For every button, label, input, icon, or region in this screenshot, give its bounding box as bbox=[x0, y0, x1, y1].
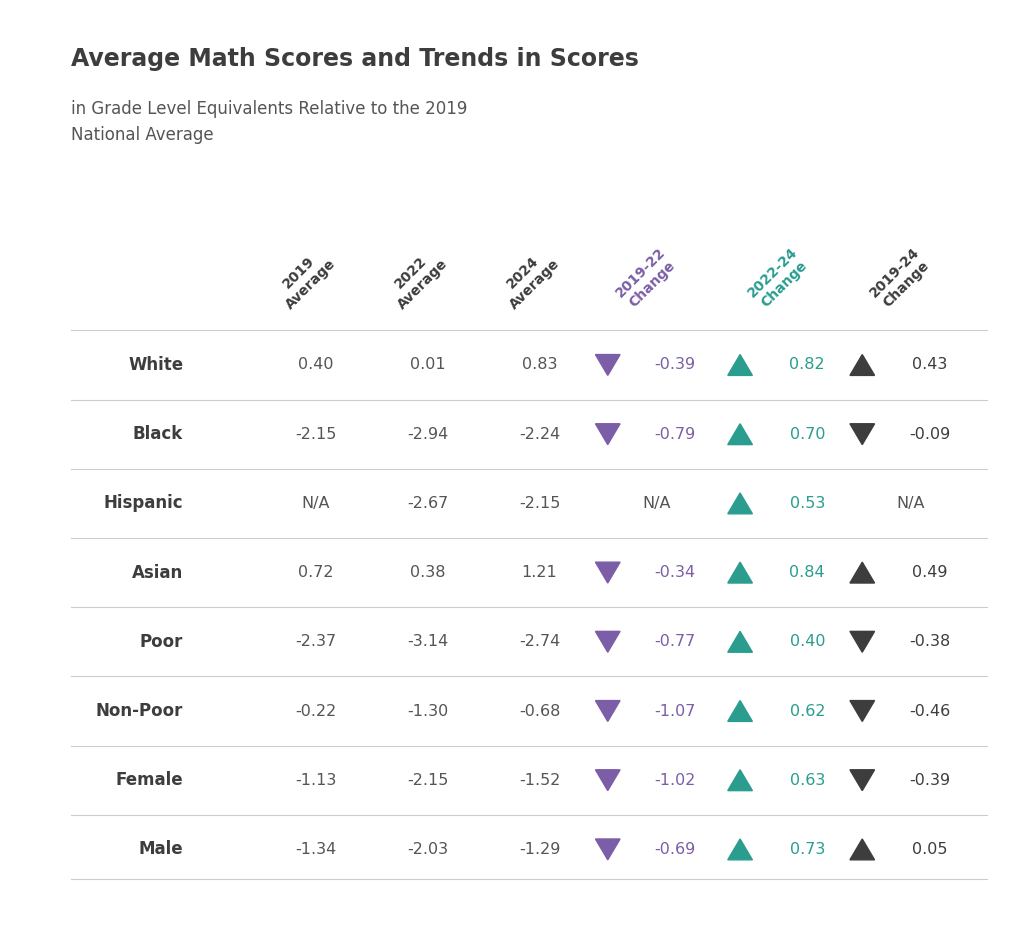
Polygon shape bbox=[728, 631, 752, 652]
Text: -2.24: -2.24 bbox=[519, 427, 560, 442]
Polygon shape bbox=[728, 770, 752, 791]
Text: White: White bbox=[128, 356, 183, 374]
Text: 0.38: 0.38 bbox=[410, 565, 445, 580]
Polygon shape bbox=[596, 631, 620, 652]
Text: Female: Female bbox=[116, 772, 183, 789]
Text: -1.34: -1.34 bbox=[295, 842, 336, 857]
Polygon shape bbox=[850, 631, 874, 652]
Polygon shape bbox=[850, 701, 874, 721]
Text: -1.13: -1.13 bbox=[295, 773, 336, 788]
Text: -1.52: -1.52 bbox=[519, 773, 560, 788]
Text: -0.38: -0.38 bbox=[909, 634, 950, 649]
Text: -1.30: -1.30 bbox=[407, 703, 448, 719]
Text: -1.02: -1.02 bbox=[655, 773, 695, 788]
Polygon shape bbox=[850, 424, 874, 445]
Text: 2022
Average: 2022 Average bbox=[384, 245, 450, 312]
Text: Non-Poor: Non-Poor bbox=[96, 702, 183, 720]
Text: 2019
Average: 2019 Average bbox=[272, 245, 338, 312]
Text: 0.05: 0.05 bbox=[912, 842, 947, 857]
Text: -0.46: -0.46 bbox=[909, 703, 950, 719]
Text: -0.68: -0.68 bbox=[519, 703, 560, 719]
Text: -2.94: -2.94 bbox=[407, 427, 448, 442]
Polygon shape bbox=[596, 562, 620, 583]
Text: 0.83: 0.83 bbox=[522, 357, 557, 373]
Text: 0.72: 0.72 bbox=[298, 565, 333, 580]
Text: 0.73: 0.73 bbox=[790, 842, 825, 857]
Polygon shape bbox=[728, 493, 752, 514]
Text: -1.07: -1.07 bbox=[655, 703, 695, 719]
Polygon shape bbox=[728, 424, 752, 445]
Text: 0.01: 0.01 bbox=[410, 357, 445, 373]
Polygon shape bbox=[728, 839, 752, 860]
Text: -3.14: -3.14 bbox=[407, 634, 448, 649]
Text: Black: Black bbox=[133, 426, 183, 443]
Text: -2.15: -2.15 bbox=[295, 427, 336, 442]
Text: N/A: N/A bbox=[301, 496, 330, 511]
Polygon shape bbox=[728, 355, 752, 375]
Polygon shape bbox=[850, 355, 874, 375]
Polygon shape bbox=[728, 701, 752, 721]
Text: -0.69: -0.69 bbox=[655, 842, 695, 857]
Text: 0.62: 0.62 bbox=[790, 703, 825, 719]
Text: 0.53: 0.53 bbox=[790, 496, 825, 511]
Polygon shape bbox=[728, 562, 752, 583]
Text: 0.63: 0.63 bbox=[790, 773, 825, 788]
Text: -2.03: -2.03 bbox=[407, 842, 448, 857]
Text: 2019-24
Change: 2019-24 Change bbox=[867, 246, 934, 312]
Text: -1.29: -1.29 bbox=[519, 842, 560, 857]
Polygon shape bbox=[596, 770, 620, 791]
Polygon shape bbox=[596, 355, 620, 375]
Polygon shape bbox=[850, 770, 874, 791]
Text: 0.43: 0.43 bbox=[912, 357, 947, 373]
Text: N/A: N/A bbox=[642, 496, 671, 511]
Text: -0.77: -0.77 bbox=[655, 634, 695, 649]
Polygon shape bbox=[596, 424, 620, 445]
Text: Poor: Poor bbox=[139, 633, 183, 650]
Text: 0.84: 0.84 bbox=[790, 565, 825, 580]
Text: -0.39: -0.39 bbox=[909, 773, 950, 788]
Text: Hispanic: Hispanic bbox=[104, 495, 183, 512]
Text: -0.34: -0.34 bbox=[655, 565, 695, 580]
Text: 0.40: 0.40 bbox=[298, 357, 333, 373]
Text: -2.74: -2.74 bbox=[519, 634, 560, 649]
Text: Asian: Asian bbox=[132, 564, 183, 581]
Text: N/A: N/A bbox=[897, 496, 925, 511]
Text: 2024
Average: 2024 Average bbox=[496, 245, 562, 312]
Text: Average Math Scores and Trends in Scores: Average Math Scores and Trends in Scores bbox=[71, 47, 639, 71]
Text: 2022-24
Change: 2022-24 Change bbox=[745, 246, 811, 312]
Polygon shape bbox=[850, 562, 874, 583]
Text: 1.21: 1.21 bbox=[521, 565, 558, 580]
Polygon shape bbox=[596, 839, 620, 860]
Text: -0.79: -0.79 bbox=[655, 427, 695, 442]
Text: -2.37: -2.37 bbox=[295, 634, 336, 649]
Text: -2.67: -2.67 bbox=[407, 496, 448, 511]
Text: 0.82: 0.82 bbox=[790, 357, 825, 373]
Text: -0.22: -0.22 bbox=[295, 703, 336, 719]
Text: 2019-22
Change: 2019-22 Change bbox=[613, 246, 679, 312]
Text: Male: Male bbox=[138, 841, 183, 858]
Polygon shape bbox=[850, 839, 874, 860]
Text: 0.49: 0.49 bbox=[912, 565, 947, 580]
Text: in Grade Level Equivalents Relative to the 2019
National Average: in Grade Level Equivalents Relative to t… bbox=[71, 100, 467, 144]
Text: 0.70: 0.70 bbox=[790, 427, 825, 442]
Polygon shape bbox=[596, 701, 620, 721]
Text: -0.39: -0.39 bbox=[655, 357, 695, 373]
Text: -2.15: -2.15 bbox=[407, 773, 448, 788]
Text: -2.15: -2.15 bbox=[519, 496, 560, 511]
Text: 0.40: 0.40 bbox=[790, 634, 825, 649]
Text: -0.09: -0.09 bbox=[909, 427, 950, 442]
